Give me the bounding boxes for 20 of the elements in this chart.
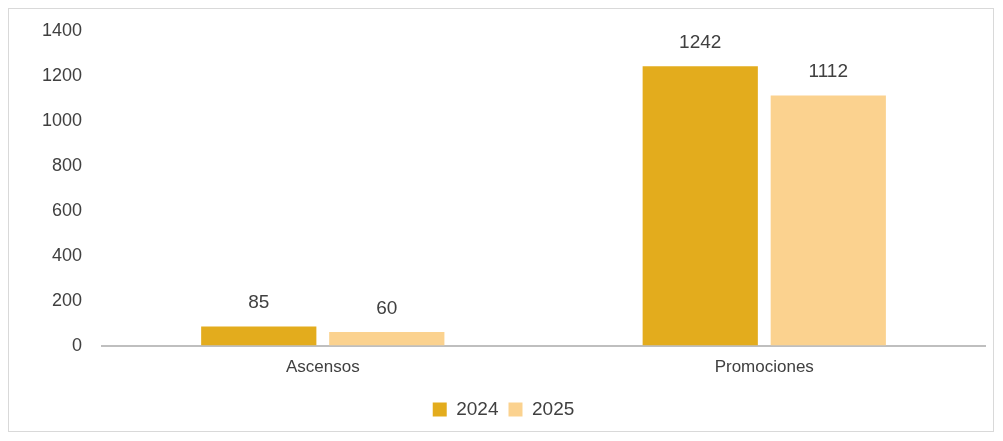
legend-label: 2025 xyxy=(532,397,575,419)
data-label: 85 xyxy=(248,291,270,313)
y-tick-label: 400 xyxy=(52,244,83,265)
bar xyxy=(642,66,758,346)
bar xyxy=(329,332,445,346)
x-tick-label: Promociones xyxy=(714,357,814,377)
bar xyxy=(770,95,886,346)
y-tick-label: 800 xyxy=(52,154,83,175)
x-tick-label: Ascensos xyxy=(285,357,360,377)
y-tick-label: 1400 xyxy=(42,19,83,40)
legend-label: 2024 xyxy=(456,397,499,419)
y-tick-label: 1000 xyxy=(42,109,83,130)
data-label: 60 xyxy=(376,296,398,318)
data-label: 1242 xyxy=(679,31,722,53)
y-tick-label: 1200 xyxy=(42,64,83,85)
y-tick-label: 600 xyxy=(52,199,83,220)
bar xyxy=(201,326,317,346)
data-label: 1112 xyxy=(808,60,848,82)
y-tick-label: 0 xyxy=(72,334,83,355)
y-tick-label: 200 xyxy=(52,289,83,310)
